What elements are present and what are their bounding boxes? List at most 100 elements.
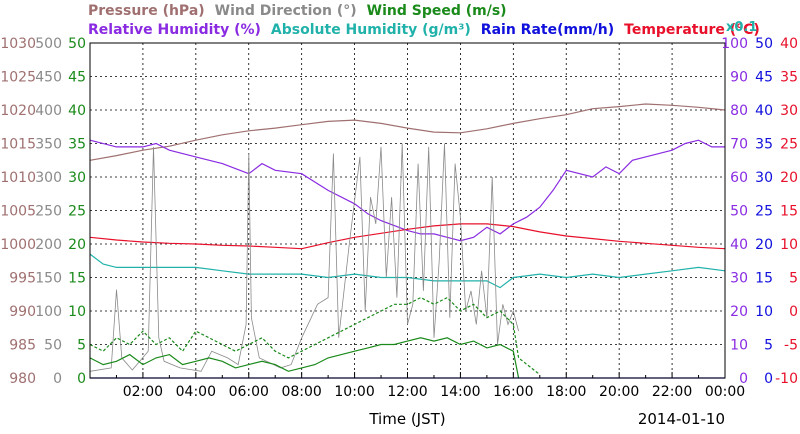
tick-label-relative-humidity: 20 xyxy=(730,304,748,320)
title-item-absolute-humidity-g-m: Absolute Humidity (g/m³) xyxy=(271,22,471,38)
tick-label-temperature: 20 xyxy=(780,170,798,186)
tick-label-wind-speed: 15 xyxy=(68,271,86,287)
tick-label-pressure: 1020 xyxy=(0,103,36,119)
tick-label-pressure: 1015 xyxy=(0,137,36,153)
tick-label-temperature: 0 xyxy=(789,304,798,320)
title-item-relative-humidity: Relative Humidity (%) xyxy=(88,22,261,38)
series-wind-speed xyxy=(89,337,520,379)
title-item-wind-direction: Wind Direction (°) xyxy=(215,3,357,19)
tick-label-pressure: 990 xyxy=(9,304,36,320)
tick-label-wind-direction: 150 xyxy=(35,271,62,287)
tick-label-rain-rate: 0 xyxy=(764,371,773,387)
tick-label-rain-rate: 5 xyxy=(764,338,773,354)
title-row-1: Pressure (hPa) Wind Direction (°) Wind Spe… xyxy=(88,3,507,19)
tick-label-wind-speed: 0 xyxy=(77,371,86,387)
tick-label-wind-speed: 40 xyxy=(68,103,86,119)
tick-label-wind-direction: 350 xyxy=(35,137,62,153)
title-item-rain-rate-mm-h: Rain Rate(mm/h) xyxy=(481,22,614,38)
tick-label-relative-humidity: 100 xyxy=(721,36,748,52)
tick-label-wind-direction: 500 xyxy=(35,36,62,52)
tick-label-rain-rate: 40 xyxy=(755,103,773,119)
x-tick-label: 00:00 xyxy=(705,384,745,400)
tick-label-pressure: 1010 xyxy=(0,170,36,186)
tick-label-relative-humidity: 70 xyxy=(730,137,748,153)
tick-label-rain-rate: 10 xyxy=(755,304,773,320)
x-tick-label: 04:00 xyxy=(176,384,216,400)
x-tick-label: 14:00 xyxy=(440,384,480,400)
tick-label-wind-speed: 45 xyxy=(68,70,86,86)
tick-label-wind-direction: 50 xyxy=(44,338,62,354)
tick-label-temperature: -5 xyxy=(784,338,798,354)
series-wind-direction xyxy=(89,143,519,372)
tick-label-relative-humidity: 80 xyxy=(730,103,748,119)
tick-label-wind-direction: 200 xyxy=(35,237,62,253)
tick-label-rain-rate: 25 xyxy=(755,204,773,220)
tick-label-wind-speed: 20 xyxy=(68,237,86,253)
tick-label-wind-speed: 25 xyxy=(68,204,86,220)
tick-label-relative-humidity: 50 xyxy=(730,204,748,220)
tick-label-wind-speed: 10 xyxy=(68,304,86,320)
date-label: 2014-01-10 xyxy=(638,410,725,428)
tick-label-wind-speed: 5 xyxy=(77,338,86,354)
tick-label-pressure: 1030 xyxy=(0,36,36,52)
series-pressure xyxy=(89,103,726,161)
tick-label-relative-humidity: 0 xyxy=(739,371,748,387)
x-tick-label: 22:00 xyxy=(652,384,692,400)
x-tick-label: 16:00 xyxy=(493,384,533,400)
abs-humidity-scale-note: x0.1 xyxy=(726,20,757,35)
tick-label-rain-rate: 35 xyxy=(755,137,773,153)
tick-label-pressure: 980 xyxy=(9,371,36,387)
tick-label-relative-humidity: 90 xyxy=(730,70,748,86)
tick-label-temperature: 10 xyxy=(780,237,798,253)
tick-label-wind-speed: 50 xyxy=(68,36,86,52)
title-item-temperature-c: Temperature (°C) xyxy=(624,22,760,38)
tick-label-rain-rate: 50 xyxy=(755,36,773,52)
tick-label-wind-speed: 30 xyxy=(68,170,86,186)
x-tick-label: 18:00 xyxy=(546,384,586,400)
tick-label-pressure: 985 xyxy=(9,338,36,354)
tick-label-wind-direction: 250 xyxy=(35,204,62,220)
x-tick-label: 02:00 xyxy=(123,384,163,400)
tick-label-wind-direction: 400 xyxy=(35,103,62,119)
series-wind-speed-gust xyxy=(89,296,541,376)
tick-label-pressure: 1005 xyxy=(0,204,36,220)
tick-label-wind-speed: 35 xyxy=(68,137,86,153)
tick-label-temperature: 5 xyxy=(789,271,798,287)
tick-label-temperature: 30 xyxy=(780,103,798,119)
x-axis-label: Time (JST) xyxy=(368,410,445,428)
series-temperature xyxy=(89,223,726,250)
tick-label-wind-direction: 450 xyxy=(35,70,62,86)
series-relative-humidity xyxy=(89,139,725,242)
tick-label-temperature: 40 xyxy=(780,36,798,52)
series-absolute-humidity xyxy=(89,253,726,289)
tick-label-temperature: 25 xyxy=(780,137,798,153)
tick-label-temperature: -10 xyxy=(775,371,798,387)
x-tick-label: 10:00 xyxy=(334,384,374,400)
title-item-pressure-hpa: Pressure (hPa) xyxy=(88,3,205,19)
tick-label-wind-direction: 0 xyxy=(53,371,62,387)
x-axis: 02:00 04:00 06:00 08:00 10:00 12:00 14:00 16:00… xyxy=(115,372,745,400)
right-axes: 1009080706050403020100504540353025201510… xyxy=(721,36,798,387)
tick-label-temperature: 35 xyxy=(780,70,798,86)
tick-label-relative-humidity: 40 xyxy=(730,237,748,253)
tick-label-wind-direction: 100 xyxy=(35,304,62,320)
tick-label-temperature: 15 xyxy=(780,204,798,220)
tick-label-relative-humidity: 10 xyxy=(730,338,748,354)
gridlines xyxy=(90,43,725,378)
tick-label-rain-rate: 15 xyxy=(755,271,773,287)
tick-label-relative-humidity: 30 xyxy=(730,271,748,287)
tick-label-pressure: 1025 xyxy=(0,70,36,86)
tick-label-rain-rate: 20 xyxy=(755,237,773,253)
tick-label-rain-rate: 45 xyxy=(755,70,773,86)
x-tick-label: 20:00 xyxy=(599,384,639,400)
x-tick-label: 12:00 xyxy=(387,384,427,400)
x-tick-label: 08:00 xyxy=(281,384,321,400)
series-layer xyxy=(89,103,726,379)
tick-label-wind-direction: 300 xyxy=(35,170,62,186)
tick-label-pressure: 1000 xyxy=(0,237,36,253)
tick-label-pressure: 995 xyxy=(9,271,36,287)
tick-label-relative-humidity: 60 xyxy=(730,170,748,186)
tick-label-rain-rate: 30 xyxy=(755,170,773,186)
title-row-2: Relative Humidity (%) Absolute Humidity (… xyxy=(88,22,760,38)
